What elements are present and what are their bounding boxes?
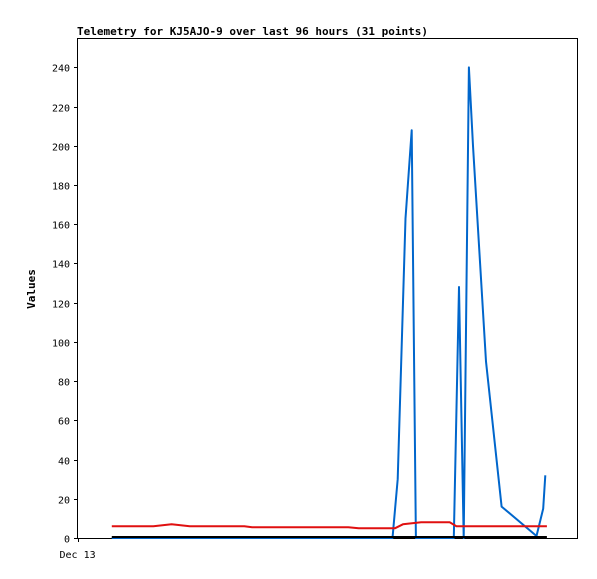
y-tick-label: 0 [64,535,70,546]
y-tick-label: 220 [52,104,70,115]
y-tick-label: 40 [58,457,70,468]
x-tick-label: Dec 13 [60,550,96,561]
plot-area [77,38,578,539]
y-tick-label: 80 [58,378,70,389]
y-tick-label: 200 [52,143,70,154]
y-axis-label: Values [25,269,38,309]
y-tick-label: 240 [52,64,70,75]
y-tick-label: 20 [58,496,70,507]
chart-title: Telemetry for KJ5AJO-9 over last 96 hour… [77,25,428,38]
x-axis-ticks: Dec 13 [60,538,96,561]
y-tick-label: 180 [52,182,70,193]
y-tick-label: 160 [52,221,70,232]
y-tick-label: 60 [58,417,70,428]
series-lines [111,66,547,539]
y-axis-ticks: 0 20 40 60 80 100 120 140 160 180 200 220 240 [52,64,78,546]
y-tick-label: 120 [52,300,70,311]
y-tick-label: 140 [52,260,70,271]
series-line-2 [111,521,547,530]
y-tick-label: 100 [52,339,70,350]
